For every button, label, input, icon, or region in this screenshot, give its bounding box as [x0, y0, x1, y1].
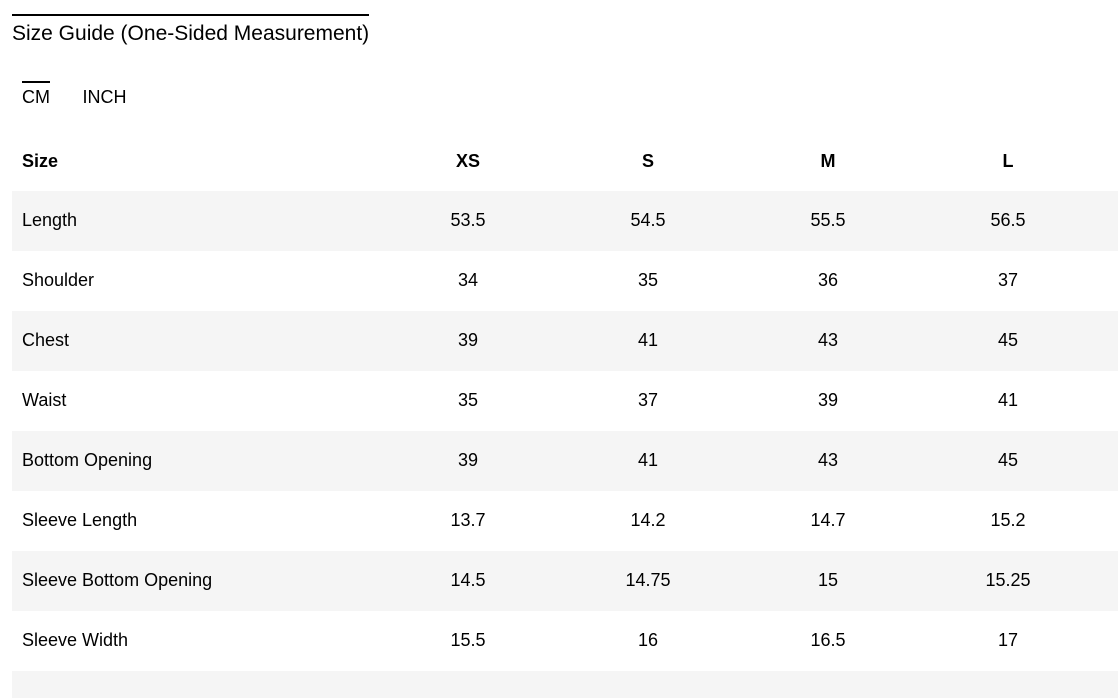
measurement-value: 14.75 — [625, 570, 671, 591]
measurement-value: 39 — [817, 390, 839, 411]
table-row-partial — [12, 670, 1118, 698]
row-label: Shoulder — [22, 270, 95, 291]
measurement-value: 15.2 — [990, 510, 1026, 531]
size-table: Size XS S M L Length 53.5 54.5 55.5 56.5 Shou… — [12, 133, 1118, 698]
col-header-xs: XS — [455, 151, 480, 172]
measurement-value: 13.7 — [450, 510, 486, 531]
measurement-value: 45 — [997, 330, 1019, 351]
table-row: Sleeve Length 13.7 14.2 14.7 15.2 — [12, 491, 1118, 551]
row-label: Sleeve Length — [22, 510, 138, 531]
measurement-value: 14.2 — [630, 510, 666, 531]
measurement-value: 36 — [817, 270, 839, 291]
col-header-size: Size — [22, 151, 59, 172]
measurement-value: 43 — [817, 330, 839, 351]
measurement-value: 16 — [637, 630, 659, 651]
table-row: Sleeve Bottom Opening 14.5 14.75 15 15.25 — [12, 550, 1118, 611]
measurement-value: 14.7 — [810, 510, 846, 531]
row-label: Bottom Opening — [22, 450, 153, 471]
measurement-value: 34 — [457, 270, 479, 291]
measurement-value: 45 — [997, 450, 1019, 471]
measurement-value: 41 — [637, 450, 659, 471]
measurement-value: 54.5 — [630, 210, 666, 231]
measurement-value: 14.5 — [450, 570, 486, 591]
measurement-value: 39 — [457, 330, 479, 351]
measurement-value: 17 — [997, 630, 1019, 651]
measurement-value: 15.25 — [985, 570, 1031, 591]
measurement-value: 43 — [817, 450, 839, 471]
tab-inch[interactable]: INCH — [82, 81, 126, 109]
measurement-value: 37 — [637, 390, 659, 411]
page-title: Size Guide (One-Sided Measurement) — [12, 14, 370, 45]
tab-cm[interactable]: CM — [22, 81, 50, 109]
measurement-value: 16.5 — [810, 630, 846, 651]
table-row: Chest 39 41 43 45 — [12, 310, 1118, 371]
measurement-value: 41 — [637, 330, 659, 351]
measurement-value: 15 — [817, 570, 839, 591]
measurement-value: 41 — [997, 390, 1019, 411]
measurement-value: 55.5 — [810, 210, 846, 231]
table-row: Shoulder 34 35 36 37 — [12, 251, 1118, 311]
row-label: Length — [22, 210, 78, 231]
measurement-value: 37 — [997, 270, 1019, 291]
col-header-s: S — [641, 151, 654, 172]
table-row: Sleeve Width 15.5 16 16.5 17 — [12, 611, 1118, 671]
col-header-m: M — [820, 151, 836, 172]
measurement-value: 53.5 — [450, 210, 486, 231]
col-header-l: L — [1002, 151, 1014, 172]
table-row: Bottom Opening 39 41 43 45 — [12, 430, 1118, 491]
measurement-value: 56.5 — [990, 210, 1026, 231]
row-label: Waist — [22, 390, 67, 411]
measurement-value: 15.5 — [450, 630, 486, 651]
row-label: Sleeve Bottom Opening — [22, 570, 213, 591]
unit-tabs: CM INCH — [12, 81, 1118, 109]
table-row: Waist 35 37 39 41 — [12, 371, 1118, 431]
table-row: Length 53.5 54.5 55.5 56.5 — [12, 190, 1118, 251]
measurement-value: 35 — [457, 390, 479, 411]
measurement-value: 35 — [637, 270, 659, 291]
row-label: Chest — [22, 330, 70, 351]
row-label: Sleeve Width — [22, 630, 129, 651]
table-header-row: Size XS S M L — [12, 133, 1118, 191]
measurement-value: 39 — [457, 450, 479, 471]
